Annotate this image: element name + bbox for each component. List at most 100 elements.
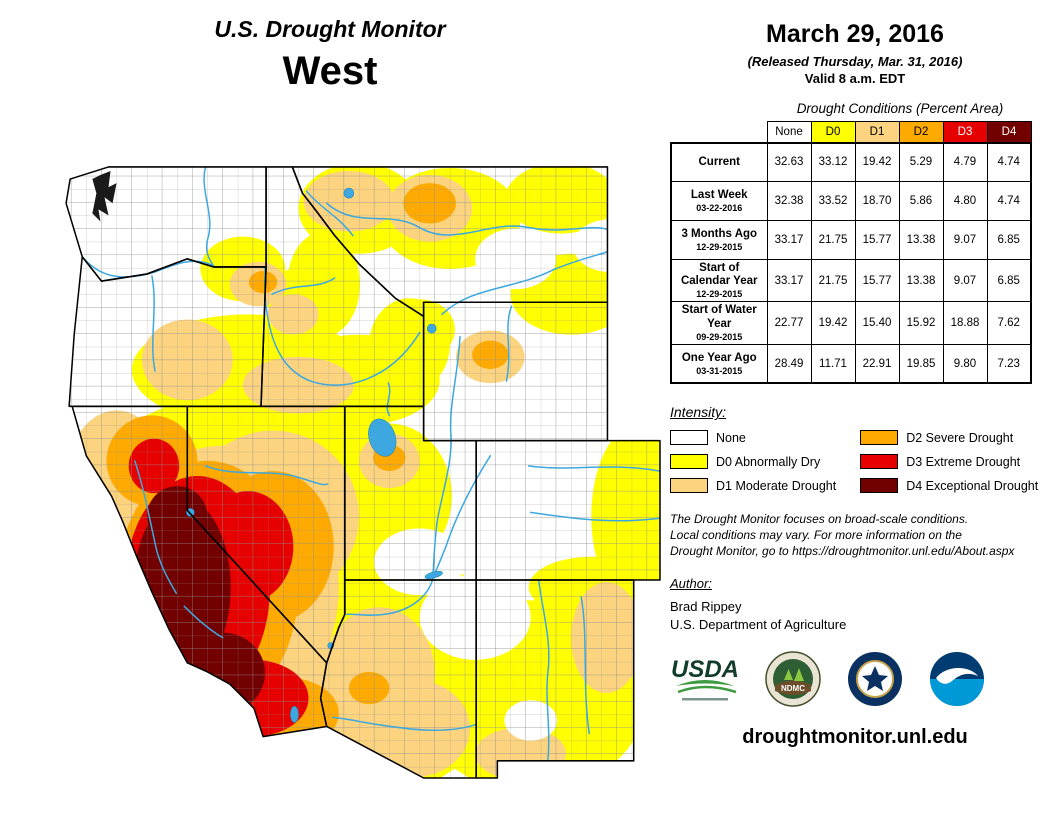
value-cell: 19.85 (898, 343, 944, 384)
legend-label-d1: D1 Moderate Drought (716, 478, 837, 493)
legend-item-d0: D0 Abnormally Dry (670, 454, 836, 470)
county-boundaries (66, 166, 660, 778)
doc-eagle-emblem (862, 666, 888, 692)
west-region-map (65, 166, 661, 779)
legend-item-d3: D3 Extreme Drought (860, 454, 1038, 470)
value-cell: 9.07 (942, 220, 988, 260)
ndmc-tree (794, 668, 804, 682)
lakes (186, 187, 443, 723)
legend-swatch-d2 (860, 430, 899, 446)
value-cell: 4.79 (942, 142, 988, 182)
value-cell: 11.71 (810, 343, 856, 384)
usda-logo: USDA (671, 656, 739, 701)
row-label: Start of Water Year 09-29-2015 (670, 301, 768, 345)
region-title: West (282, 49, 378, 93)
table-row: 3 Months Ago 12-29-2015 33.17 21.75 15.77 13.… (670, 220, 1032, 260)
value-cell: 9.07 (942, 258, 988, 303)
column-header-d4: D4 (986, 121, 1032, 143)
legend-label-d3: D3 Extreme Drought (906, 454, 1021, 469)
value-cell: 22.77 (766, 301, 812, 345)
author-name: Brad Rippey (670, 599, 742, 615)
column-header-d0: D0 (810, 121, 856, 143)
value-cell: 5.29 (898, 142, 944, 182)
value-cell: 13.38 (898, 258, 944, 303)
row-label: One Year Ago 03-31-2015 (670, 343, 768, 384)
author-heading: Author: (670, 576, 712, 592)
noaa-lower-hemisphere (930, 679, 984, 707)
value-cell: 18.70 (854, 181, 900, 221)
legend-swatch-d4 (860, 478, 899, 494)
ndmc-tree (784, 669, 793, 681)
usda-logo-text: USDA (671, 656, 739, 683)
legend-grid: None D0 Abnormally Dry D1 Moderate Drought… (670, 430, 1040, 494)
value-cell: 32.38 (766, 181, 812, 221)
value-cell: 15.40 (854, 301, 900, 345)
value-cell: 32.63 (766, 142, 812, 182)
column-header-d3: D3 (942, 121, 988, 143)
value-cell: 33.17 (766, 220, 812, 260)
release-note: (Released Thursday, Mar. 31, 2016) (747, 54, 963, 69)
author-org: U.S. Department of Agriculture (670, 617, 847, 633)
drought-shading-layers (66, 166, 660, 778)
table-title: Drought Conditions (Percent Area) (796, 101, 1004, 116)
table-row: Start of Calendar Year 12-29-2015 33.17 21.… (670, 258, 1032, 303)
drought-conditions-table: None D0 D1 D2 D3 D4 Current 32.63 33.12 19.42 5.2… (670, 121, 1032, 384)
legend-label-d0: D0 Abnormally Dry (716, 454, 821, 469)
value-cell: 4.74 (986, 142, 1032, 182)
value-cell: 6.85 (986, 258, 1032, 303)
row-label: Start of Calendar Year 12-29-2015 (670, 258, 768, 303)
value-cell: 33.12 (810, 142, 856, 182)
table-corner-cell (671, 122, 767, 143)
value-cell: 15.77 (854, 258, 900, 303)
value-cell: 18.88 (942, 301, 988, 345)
value-cell: 5.86 (898, 181, 944, 221)
legend-swatch-d0 (670, 454, 708, 470)
doc-logo (848, 652, 902, 707)
legend-item-d2: D2 Severe Drought (860, 430, 1038, 446)
value-cell: 19.42 (854, 142, 900, 182)
table-row: One Year Ago 03-31-2015 28.49 11.71 22.91 19.… (670, 343, 1032, 384)
author-block: Author: Brad Rippey U.S. Department of A… (670, 576, 1040, 632)
legend-swatch-d3 (860, 454, 899, 470)
legend-item-none: None (670, 430, 836, 446)
value-cell: 6.85 (986, 220, 1032, 260)
legend-swatch-d1 (670, 478, 708, 494)
value-cell: 4.74 (986, 181, 1032, 221)
legend-swatch-none (670, 430, 708, 446)
site-url: droughtmonitor.unl.edu (742, 726, 968, 749)
ndmc-logo-text: NDMC (781, 684, 805, 693)
column-header-d2: D2 (898, 121, 944, 143)
column-header-none: None (766, 121, 812, 143)
table-row: Current 32.63 33.12 19.42 5.29 4.79 4.74 (670, 142, 1032, 182)
legend-title: Intensity: (670, 404, 727, 421)
puget-sound-water (92, 170, 117, 222)
value-cell: 33.17 (766, 258, 812, 303)
legend-label-d2: D2 Severe Drought (906, 430, 1014, 445)
table-header-row: None D0 D1 D2 D3 D4 (671, 121, 1032, 143)
noaa-bird (936, 668, 978, 684)
legend-label-d4: D4 Exceptional Drought (906, 478, 1039, 493)
value-cell: 22.91 (854, 343, 900, 384)
intensity-legend: Intensity: None D0 Abnormally Dry D1 Moder… (670, 404, 1040, 494)
row-label: Current (670, 142, 768, 182)
row-label: Last Week 03-22-2016 (670, 181, 768, 221)
agency-logos: USDA NDMC (670, 650, 1040, 708)
legend-item-d1: D1 Moderate Drought (670, 478, 837, 494)
legend-item-d4: D4 Exceptional Drought (860, 478, 1039, 494)
table-row: Last Week 03-22-2016 32.38 33.52 18.70 5.86 4.… (670, 181, 1032, 221)
value-cell: 21.75 (810, 258, 856, 303)
value-cell: 28.49 (766, 343, 812, 384)
report-title: U.S. Drought Monitor (214, 16, 446, 42)
value-cell: 15.92 (898, 301, 944, 345)
value-cell: 9.80 (942, 343, 988, 384)
drought-map (56, 162, 662, 790)
disclaimer-text: The Drought Monitor focuses on broad-sca… (670, 512, 1015, 558)
legend-label-none: None (716, 430, 746, 445)
usda-swoosh (676, 680, 734, 687)
info-panel: March 29, 2016 (Released Thursday, Mar. … (670, 20, 1040, 749)
value-cell: 7.23 (986, 343, 1032, 384)
value-cell: 13.38 (898, 220, 944, 260)
value-cell: 4.80 (942, 181, 988, 221)
value-cell: 21.75 (810, 220, 856, 260)
